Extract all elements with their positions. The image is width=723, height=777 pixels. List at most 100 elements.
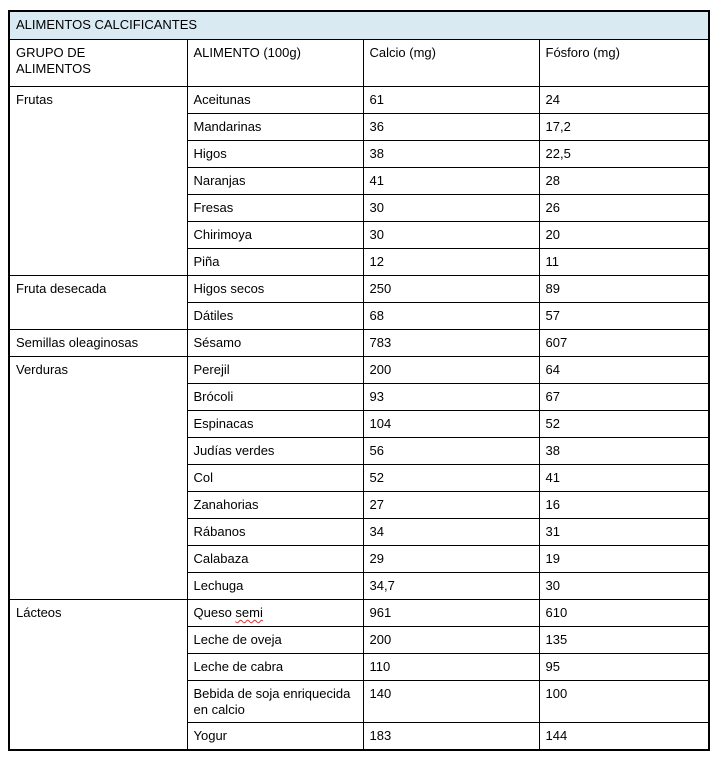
table-row: Lechuga 34,7 30: [9, 572, 710, 600]
table-title: ALIMENTOS CALCIFICANTES: [8, 10, 710, 40]
fosforo-cell: 64: [538, 356, 710, 384]
calcio-cell: 200: [362, 626, 540, 654]
calcio-cell: 29: [362, 545, 540, 573]
calcio-cell: 104: [362, 410, 540, 438]
fosforo-cell: 610: [538, 599, 710, 627]
food-cell: Higos: [186, 140, 364, 168]
fosforo-cell: 31: [538, 518, 710, 546]
table-row: Bebida de soja enriquecida en calcio 140 1…: [9, 680, 710, 723]
food-cell: Calabaza: [186, 545, 364, 573]
column-header-alimento: ALIMENTO (100g): [186, 39, 364, 87]
table-row: Mandarinas 36 17,2: [9, 113, 710, 141]
calcio-cell: 961: [362, 599, 540, 627]
fosforo-cell: 26: [538, 194, 710, 222]
table-row: Yogur 183 144: [9, 722, 710, 751]
fosforo-cell: 607: [538, 329, 710, 357]
column-header-calcio: Calcio (mg): [362, 39, 540, 87]
fosforo-cell: 38: [538, 437, 710, 465]
calcio-cell: 27: [362, 491, 540, 519]
misspelled-word: semi: [235, 605, 263, 620]
table-row: Frutas Aceitunas 61 24: [8, 86, 710, 276]
food-cell: Queso semi: [186, 599, 364, 627]
fosforo-cell: 16: [538, 491, 710, 519]
table-row: Fruta desecada Higos secos 250 89: [8, 275, 710, 330]
calcio-cell: 61: [362, 86, 540, 114]
table-row: Piña 12 11: [9, 248, 710, 276]
food-cell: Aceitunas: [186, 86, 364, 114]
calcio-cell: 30: [362, 221, 540, 249]
table-row: Leche de oveja 200 135: [9, 626, 710, 654]
group-cell: Lácteos: [8, 599, 188, 751]
table-row: Judías verdes 56 38: [9, 437, 710, 465]
calcio-cell: 34: [362, 518, 540, 546]
fosforo-cell: 95: [538, 653, 710, 681]
food-cell: Leche de cabra: [186, 653, 364, 681]
fosforo-cell: 67: [538, 383, 710, 411]
table-row: Chirimoya 30 20: [9, 221, 710, 249]
calcio-cell: 783: [362, 329, 540, 357]
fosforo-cell: 24: [538, 86, 710, 114]
calcifying-foods-table: ALIMENTOS CALCIFICANTES GRUPO DE ALIMENT…: [8, 10, 711, 751]
fosforo-cell: 22,5: [538, 140, 710, 168]
table-row: Higos 38 22,5: [9, 140, 710, 168]
food-cell: Fresas: [186, 194, 364, 222]
table-row: Naranjas 41 28: [9, 167, 710, 195]
calcio-cell: 140: [362, 680, 540, 723]
fosforo-cell: 41: [538, 464, 710, 492]
food-cell: Perejil: [186, 356, 364, 384]
food-cell: Col: [186, 464, 364, 492]
calcio-cell: 56: [362, 437, 540, 465]
food-cell: Sésamo: [186, 329, 364, 357]
food-cell: Espinacas: [186, 410, 364, 438]
fosforo-cell: 28: [538, 167, 710, 195]
food-cell: Dátiles: [186, 302, 364, 330]
table-row: Espinacas 104 52: [9, 410, 710, 438]
food-cell: Judías verdes: [186, 437, 364, 465]
calcio-cell: 12: [362, 248, 540, 276]
calcio-cell: 38: [362, 140, 540, 168]
group-cell: Verduras: [8, 356, 188, 600]
calcio-cell: 110: [362, 653, 540, 681]
food-cell: Lechuga: [186, 572, 364, 600]
fosforo-cell: 52: [538, 410, 710, 438]
fosforo-cell: 20: [538, 221, 710, 249]
calcio-cell: 52: [362, 464, 540, 492]
table-row: Dátiles 68 57: [9, 302, 710, 330]
column-header-row: GRUPO DE ALIMENTOS ALIMENTO (100g) Calci…: [8, 39, 710, 87]
column-header-fosforo: Fósforo (mg): [538, 39, 710, 87]
food-cell: Zanahorias: [186, 491, 364, 519]
fosforo-cell: 135: [538, 626, 710, 654]
table-row: Brócoli 93 67: [9, 383, 710, 411]
food-cell: Leche de oveja: [186, 626, 364, 654]
calcio-cell: 68: [362, 302, 540, 330]
food-cell: Mandarinas: [186, 113, 364, 141]
table-row: Lácteos Queso semi 961 610: [8, 599, 710, 751]
group-cell: Fruta desecada: [8, 275, 188, 330]
group-cell: Semillas oleaginosas: [8, 329, 188, 357]
food-cell: Chirimoya: [186, 221, 364, 249]
fosforo-cell: 19: [538, 545, 710, 573]
table-row: Semillas oleaginosas Sésamo 783 607: [8, 329, 710, 357]
column-header-grupo: GRUPO DE ALIMENTOS: [8, 39, 188, 87]
calcio-cell: 36: [362, 113, 540, 141]
group-cell: Frutas: [8, 86, 188, 276]
food-cell: Bebida de soja enriquecida en calcio: [186, 680, 364, 723]
calcio-cell: 200: [362, 356, 540, 384]
title-row: ALIMENTOS CALCIFICANTES: [8, 10, 710, 40]
calcio-cell: 93: [362, 383, 540, 411]
food-cell: Yogur: [186, 722, 364, 751]
food-cell: Brócoli: [186, 383, 364, 411]
fosforo-cell: 89: [538, 275, 710, 303]
food-cell: Higos secos: [186, 275, 364, 303]
food-cell: Piña: [186, 248, 364, 276]
calcio-cell: 34,7: [362, 572, 540, 600]
fosforo-cell: 11: [538, 248, 710, 276]
fosforo-cell: 30: [538, 572, 710, 600]
table-row: Fresas 30 26: [9, 194, 710, 222]
table-row: Col 52 41: [9, 464, 710, 492]
calcio-cell: 30: [362, 194, 540, 222]
calcio-cell: 41: [362, 167, 540, 195]
fosforo-cell: 100: [538, 680, 710, 723]
food-cell: Naranjas: [186, 167, 364, 195]
